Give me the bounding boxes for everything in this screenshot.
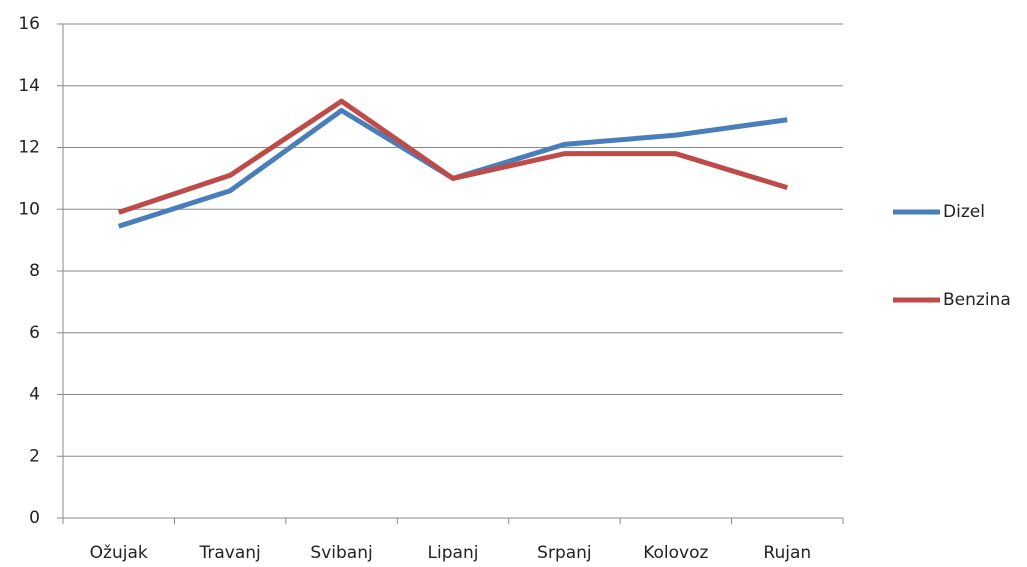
x-tick-label: Lipanj	[428, 543, 479, 563]
y-tick-label: 16	[18, 14, 40, 34]
legend-label: Dizel	[943, 202, 985, 222]
x-tick-label: Rujan	[763, 543, 811, 563]
y-tick-label: 12	[18, 138, 40, 158]
y-tick-label: 0	[29, 508, 40, 528]
y-tick-label: 10	[18, 199, 40, 219]
y-tick-label: 2	[29, 446, 40, 466]
x-tick-label: Kolovoz	[643, 543, 708, 563]
x-tick-label: Svibanj	[310, 543, 372, 563]
y-tick-label: 14	[18, 76, 40, 96]
y-tick-label: 4	[29, 385, 40, 405]
y-tick-label: 6	[29, 323, 40, 343]
y-tick-label: 8	[29, 261, 40, 281]
line-series	[117, 98, 789, 215]
x-tick-label: Ožujak	[90, 543, 148, 563]
x-tick-label: Travanj	[199, 543, 261, 563]
x-tick-label: Srpanj	[537, 543, 592, 563]
legend-label: Benzina	[943, 290, 1011, 310]
